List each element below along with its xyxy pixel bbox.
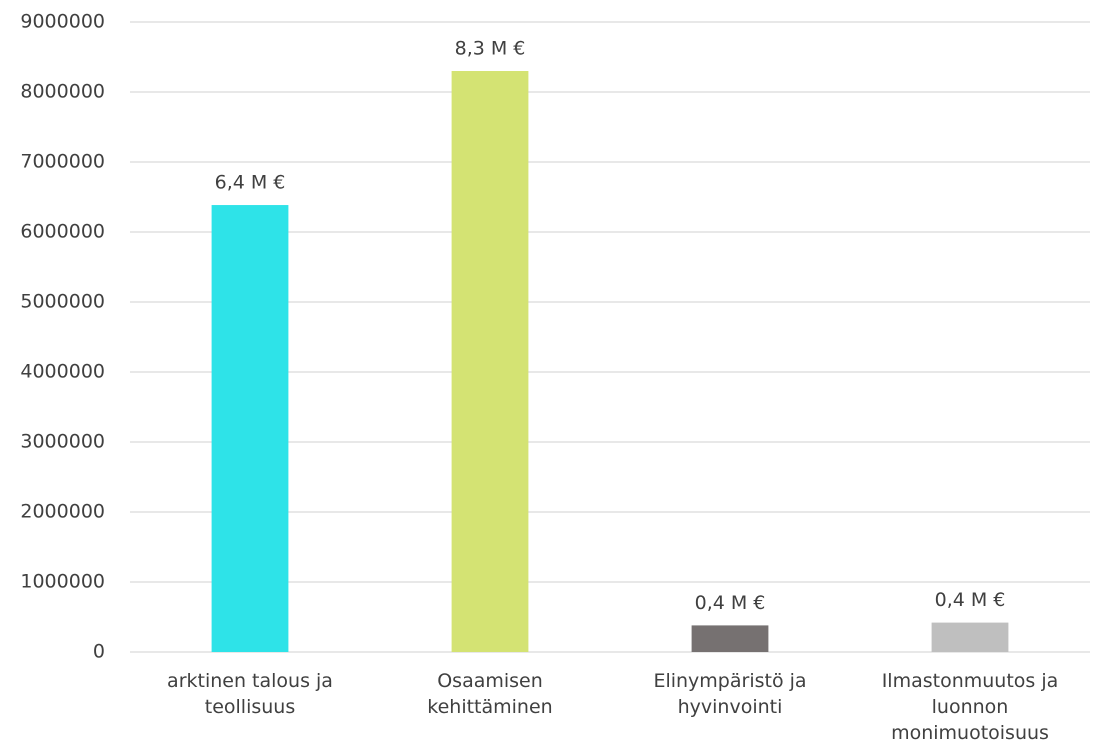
data-label: 6,4 M € — [215, 172, 286, 194]
y-tick-label: 3000000 — [20, 431, 105, 453]
bar — [451, 71, 529, 652]
y-tick-label: 4000000 — [20, 361, 105, 383]
x-tick-label: Osaamisen kehittäminen — [427, 670, 553, 718]
bar — [691, 625, 769, 652]
data-label: 8,3 M € — [455, 38, 526, 60]
x-tick-label: Elinympäristö ja hyvinvointi — [653, 670, 807, 718]
bar — [931, 622, 1009, 652]
x-tick-label: arktinen talous ja teollisuus — [167, 670, 333, 718]
y-tick-label: 9000000 — [20, 11, 105, 33]
x-tick-label: Ilmastonmuutos ja luonnon monimuotoisuus — [881, 670, 1059, 744]
y-tick-label: 1000000 — [20, 571, 105, 593]
data-label: 0,4 M € — [935, 589, 1006, 611]
y-tick-label: 6000000 — [20, 221, 105, 243]
y-tick-label: 0 — [93, 641, 105, 663]
data-label: 0,4 M € — [695, 592, 766, 614]
y-tick-label: 8000000 — [20, 81, 105, 103]
y-tick-label: 7000000 — [20, 151, 105, 173]
bar — [211, 205, 289, 653]
y-tick-label: 2000000 — [20, 501, 105, 523]
y-tick-label: 5000000 — [20, 291, 105, 313]
